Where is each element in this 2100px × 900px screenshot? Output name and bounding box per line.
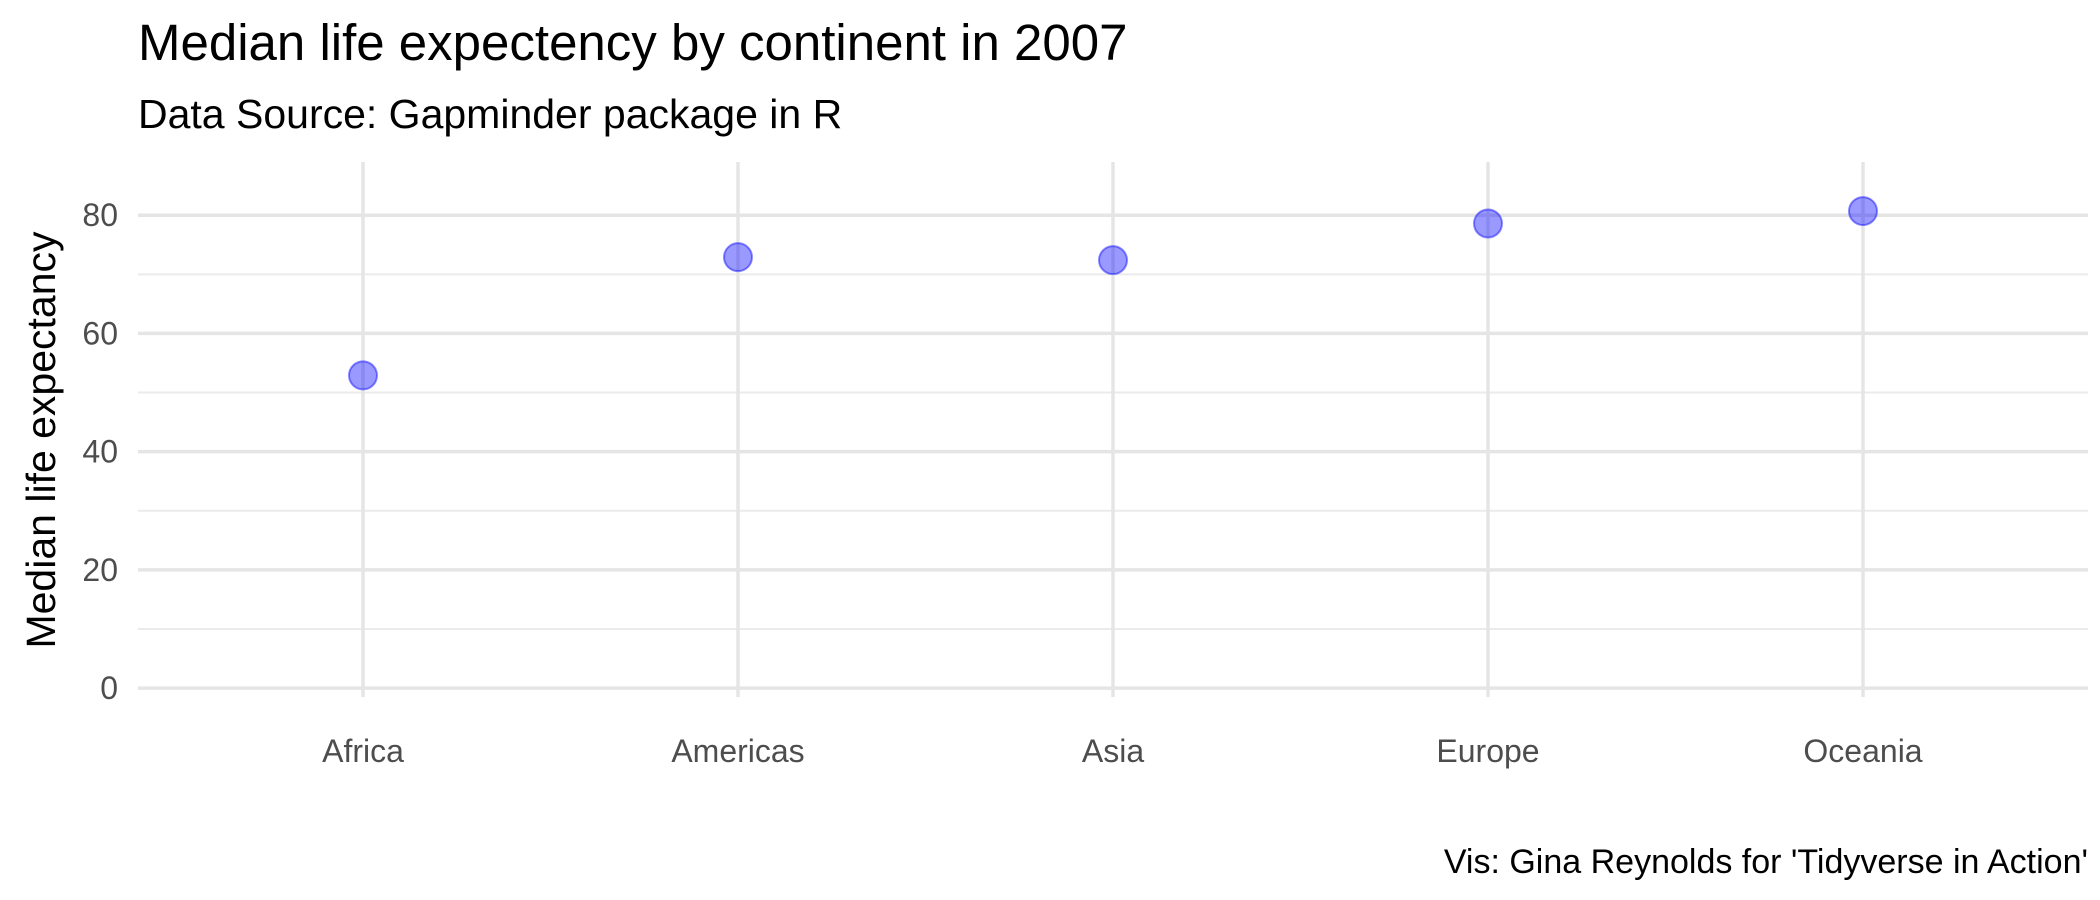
y-tick-label: 40 (82, 434, 118, 470)
x-tick-label: Africa (322, 733, 404, 769)
data-point (723, 242, 753, 273)
y-tick-label: 80 (82, 197, 118, 233)
data-points (348, 196, 1878, 391)
x-tick-label: Oceania (1803, 733, 1922, 769)
chart-title: Median life expectency by continent in 2… (138, 14, 1127, 71)
data-point (1473, 208, 1503, 239)
y-tick-label: 60 (82, 315, 118, 351)
grid-lines (138, 162, 2088, 697)
chart-subtitle: Data Source: Gapminder package in R (138, 91, 842, 137)
x-tick-label: Europe (1436, 733, 1539, 769)
data-point (1848, 196, 1878, 227)
x-tick-label: Americas (671, 733, 804, 769)
y-axis-title: Median life expectancy (18, 231, 64, 649)
x-axis-ticks: Africa Americas Asia Europe Oceania (322, 733, 1923, 769)
y-axis-ticks: 0 20 40 60 80 (82, 197, 118, 706)
x-tick-label: Asia (1082, 733, 1144, 769)
y-tick-label: 0 (100, 670, 118, 706)
chart-caption: Vis: Gina Reynolds for 'Tidyverse in Act… (1444, 843, 2088, 881)
data-point (1098, 245, 1128, 276)
data-point (348, 360, 378, 391)
y-tick-label: 20 (82, 552, 118, 588)
